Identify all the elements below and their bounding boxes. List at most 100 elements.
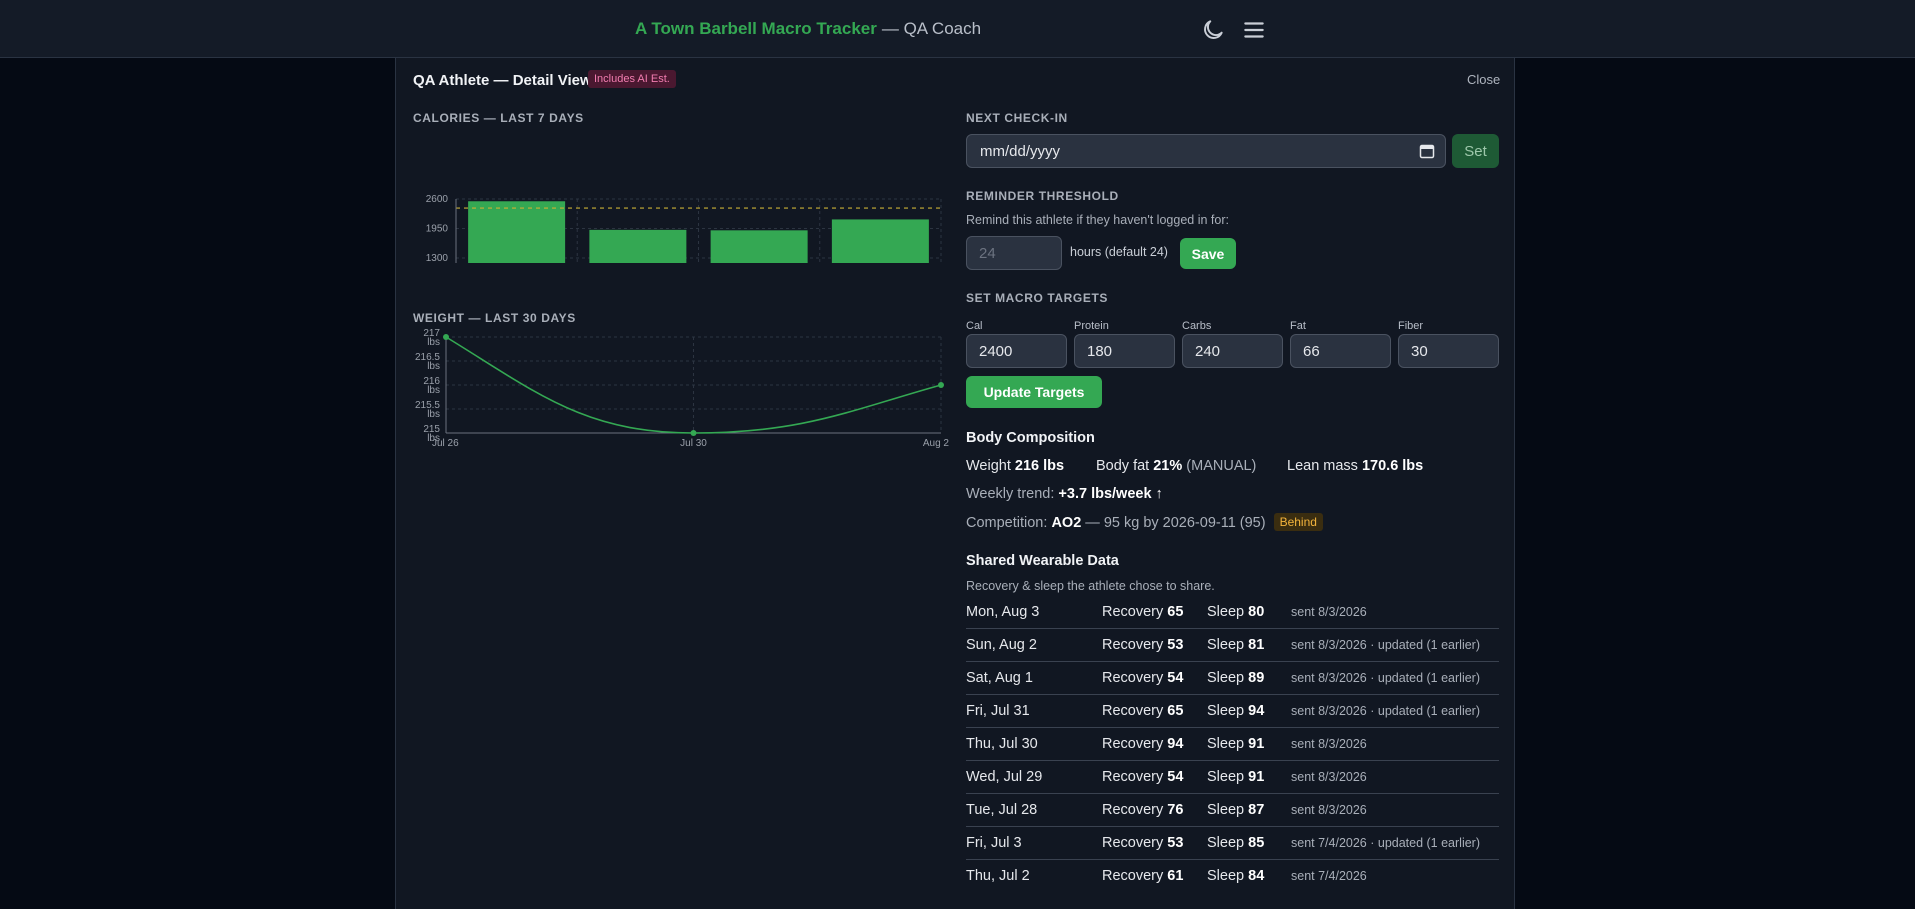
top-bar: A Town Barbell Macro Tracker — QA Coach [0,0,1915,58]
row-sent: sent 8/3/2026 [1291,605,1367,619]
fiber-target-input[interactable]: 30 [1398,334,1499,368]
body-composition-heading: Body Composition [966,430,1095,446]
data-point [938,382,944,388]
weight-value: 216 lbs [1014,458,1065,474]
checkin-section-label: NEXT CHECK-IN [966,111,1068,125]
row-sent: sent 7/4/2026 · updated (1 earlier) [1291,836,1481,850]
close-button[interactable]: Close [1467,72,1501,87]
reminder-hours-input[interactable]: 24 [966,236,1062,270]
menu-button[interactable] [1241,17,1267,43]
row-recovery: Recovery 65 [1102,703,1184,719]
hamburger-menu-icon [1244,22,1264,38]
row-recovery: Recovery 53 [1102,637,1184,653]
competition-detail: — 95 kg by 2026-09-11 (95) [1085,515,1266,531]
row-date: Sat, Aug 1 [966,670,1033,686]
cal-target-input[interactable]: 2400 [966,334,1067,368]
row-sent: sent 8/3/2026 · updated (1 earlier) [1291,638,1481,652]
calories-bar-chart: 0650130019502600ThuFriSatSun [426,194,942,263]
y-tick-unit: lbs [427,337,440,348]
reminder-unit-text: hours (default 24) [1070,245,1168,259]
row-sleep: Sleep 91 [1207,736,1265,752]
fat-field-label: Fat [1290,320,1306,332]
row-sleep: Sleep 85 [1207,835,1265,851]
wearable-row: Sat, Aug 1 Recovery 54 Sleep 89 sent 8/3/20… [966,662,1499,695]
wearable-row: Wed, Jul 29 Recovery 54 Sleep 91 sent 8/3/2… [966,761,1499,794]
y-tick-label: 216 [423,376,440,387]
row-recovery: Recovery 94 [1102,736,1184,752]
data-point [690,430,697,436]
wearable-heading: Shared Wearable Data [966,553,1119,569]
row-date: Thu, Jul 30 [966,736,1038,752]
carbs-target-input[interactable]: 240 [1182,334,1283,368]
row-recovery: Recovery 53 [1102,835,1184,851]
y-tick-label: 215 [423,424,440,435]
row-sleep: Sleep 91 [1207,769,1265,785]
row-sent: sent 8/3/2026 [1291,770,1367,784]
row-date: Sun, Aug 2 [966,637,1037,653]
bar [710,230,808,263]
wearable-row: Tue, Jul 28 Recovery 76 Sleep 87 sent 8/3/2… [966,794,1499,827]
bar [831,219,929,263]
row-date: Fri, Jul 3 [966,835,1022,851]
brand: A Town Barbell Macro Tracker — QA Coach [635,19,981,39]
x-tick-label: Aug 2 [923,438,950,449]
y-tick-label: 215.5 [415,400,440,411]
y-tick-label: 216.5 [415,352,440,363]
weekly-trend-value: +3.7 lbs/week ↑ [1058,486,1163,502]
set-checkin-button[interactable]: Set [1452,134,1499,168]
competition-line: Competition: AO2 — 95 kg by 2026-09-11 (… [966,513,1323,531]
y-tick-label: 1950 [426,224,449,235]
protein-field-label: Protein [1074,320,1109,332]
wearable-subtitle: Recovery & sleep the athlete chose to sh… [966,579,1215,593]
checkin-date-input[interactable]: mm/dd/yyyy [966,134,1446,168]
panel-title: QA Athlete — Detail View [413,72,592,89]
date-placeholder: mm/dd/yyyy [980,143,1061,160]
row-sent: sent 8/3/2026 [1291,803,1367,817]
bodyfat-stat: Body fat 21% (MANUAL) [1096,458,1256,474]
moon-icon [1204,20,1223,39]
y-tick-unit: lbs [427,433,440,444]
y-tick-label: 1300 [426,253,449,263]
row-recovery: Recovery 61 [1102,868,1184,884]
app-name: A Town Barbell Macro Tracker [635,19,877,38]
row-sleep: Sleep 89 [1207,670,1265,686]
lean-mass-value: 170.6 lbs [1361,458,1424,474]
calories-section-label: CALORIES — LAST 7 DAYS [413,111,584,125]
row-sleep: Sleep 87 [1207,802,1265,818]
row-sleep: Sleep 80 [1207,604,1265,620]
save-reminder-button[interactable]: Save [1180,238,1236,269]
cal-field-label: Cal [966,320,983,332]
x-tick-label: Jul 30 [680,438,707,449]
y-tick-unit: lbs [427,409,440,420]
bodyfat-value: 21% [1153,458,1183,474]
competition-label: Competition: [966,515,1048,531]
row-date: Fri, Jul 31 [966,703,1030,719]
row-recovery: Recovery 76 [1102,802,1184,818]
fat-target-input[interactable]: 66 [1290,334,1391,368]
fiber-field-label: Fiber [1398,320,1424,332]
protein-target-input[interactable]: 180 [1074,334,1175,368]
row-sent: sent 8/3/2026 · updated (1 earlier) [1291,704,1481,718]
reminder-section-label: REMINDER THRESHOLD [966,189,1119,203]
competition-name: AO2 [1051,515,1082,531]
y-tick-unit: lbs [427,385,440,396]
weight-section-label: WEIGHT — LAST 30 DAYS [413,311,576,325]
data-point [443,334,449,340]
carbs-field-label: Carbs [1182,320,1212,332]
wearable-row: Fri, Jul 31 Recovery 65 Sleep 94 sent 8/3/2… [966,695,1499,728]
lean-mass-label: Lean mass [1287,458,1358,474]
theme-toggle-button[interactable] [1200,17,1226,43]
bar [468,201,566,263]
row-recovery: Recovery 65 [1102,604,1184,620]
y-tick-label: 2600 [426,194,449,205]
calendar-icon[interactable] [1419,143,1435,159]
update-targets-button[interactable]: Update Targets [966,376,1102,408]
row-recovery: Recovery 54 [1102,670,1184,686]
row-date: Wed, Jul 29 [966,769,1043,785]
x-tick-label: Jul 26 [432,438,459,449]
row-sleep: Sleep 94 [1207,703,1265,719]
row-sent: sent 8/3/2026 · updated (1 earlier) [1291,671,1481,685]
coach-label: — QA Coach [881,19,982,38]
row-recovery: Recovery 54 [1102,769,1184,785]
